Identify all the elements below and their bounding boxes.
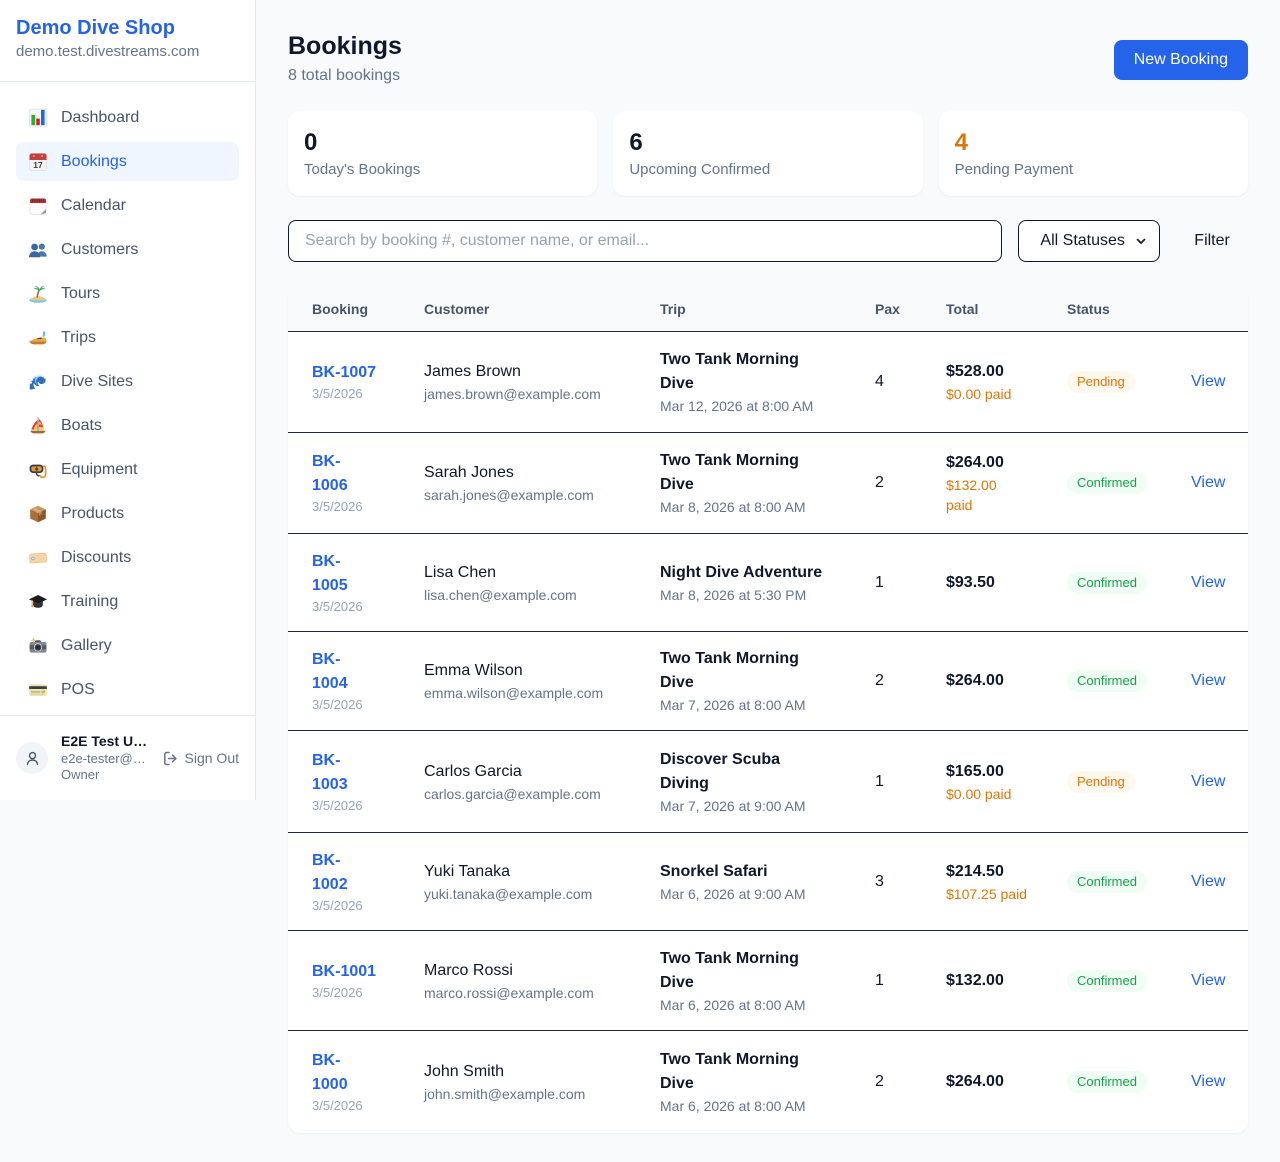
svg-text:17: 17 bbox=[33, 159, 43, 169]
